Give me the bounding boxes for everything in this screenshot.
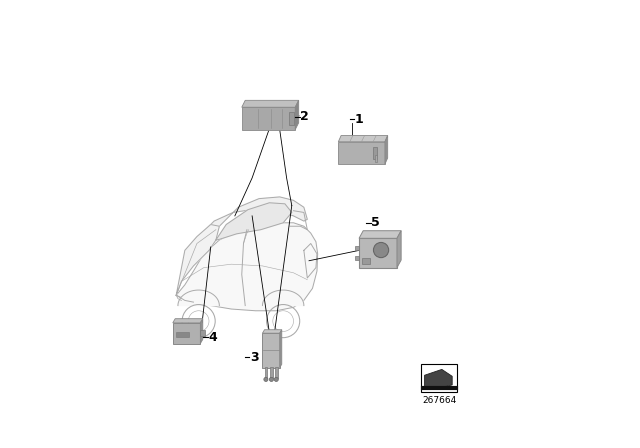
Polygon shape bbox=[385, 135, 388, 164]
Polygon shape bbox=[262, 330, 282, 333]
Polygon shape bbox=[339, 135, 388, 142]
Bar bbox=[262, 333, 280, 368]
Polygon shape bbox=[262, 290, 304, 306]
Polygon shape bbox=[242, 100, 299, 107]
Polygon shape bbox=[424, 370, 452, 389]
Bar bbox=[173, 323, 200, 344]
Polygon shape bbox=[295, 100, 299, 129]
Bar bbox=[374, 155, 378, 162]
Bar bbox=[373, 147, 378, 159]
Bar bbox=[175, 332, 189, 337]
Bar bbox=[355, 256, 360, 260]
Polygon shape bbox=[204, 197, 307, 250]
Polygon shape bbox=[359, 231, 401, 238]
Circle shape bbox=[274, 377, 278, 382]
Polygon shape bbox=[200, 319, 203, 344]
Bar bbox=[362, 258, 370, 264]
Text: 4: 4 bbox=[208, 331, 217, 344]
Text: 1: 1 bbox=[355, 113, 364, 126]
Polygon shape bbox=[178, 290, 220, 306]
Polygon shape bbox=[216, 203, 292, 240]
Bar bbox=[339, 142, 385, 164]
Bar bbox=[421, 364, 458, 392]
Circle shape bbox=[264, 377, 268, 382]
Bar bbox=[359, 238, 397, 267]
Text: 2: 2 bbox=[300, 110, 309, 123]
Text: 267664: 267664 bbox=[422, 396, 456, 405]
Polygon shape bbox=[176, 224, 220, 295]
Bar bbox=[200, 330, 205, 336]
Polygon shape bbox=[397, 231, 401, 267]
Polygon shape bbox=[176, 223, 317, 311]
Bar bbox=[289, 112, 294, 125]
Bar bbox=[264, 367, 268, 378]
Bar bbox=[355, 246, 360, 250]
Polygon shape bbox=[173, 319, 203, 323]
Bar bbox=[242, 107, 295, 129]
Circle shape bbox=[269, 377, 273, 382]
Circle shape bbox=[374, 242, 388, 258]
Bar bbox=[275, 367, 278, 378]
Polygon shape bbox=[280, 330, 282, 368]
Text: 3: 3 bbox=[250, 351, 259, 364]
Bar bbox=[270, 367, 273, 378]
Text: 5: 5 bbox=[371, 216, 380, 229]
